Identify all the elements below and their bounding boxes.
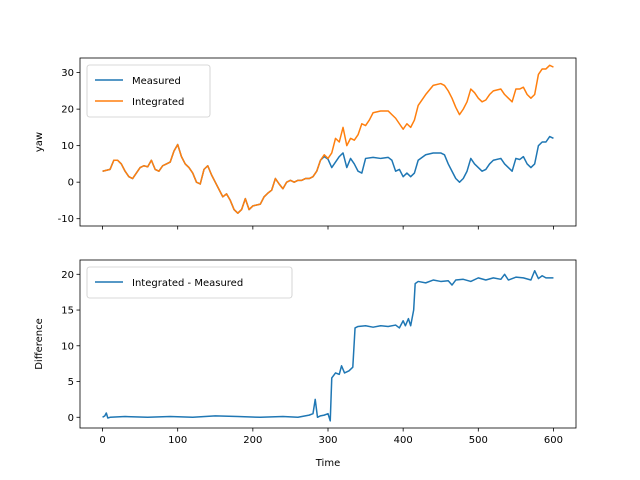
series-line-difference (102, 269, 554, 422)
y-tick-label: 0 (68, 413, 74, 424)
y-tick-label: 10 (61, 341, 74, 352)
y-tick-label: 5 (68, 377, 74, 388)
legend: Integrated - Measured (86, 266, 293, 299)
legend-label: Integrated - Measured (132, 278, 243, 289)
bottom-difference-panel: 0 100 200 300 400 500 600 0 5 10 15 20 Difference Tim… (34, 259, 577, 469)
legend-label: Measured (132, 76, 181, 87)
x-tick-label: 100 (168, 435, 187, 446)
top-yaw-panel: -10 0 10 20 30 yaw Measured Integrated (34, 57, 577, 230)
y-axis-label: yaw (34, 132, 45, 152)
y-axis-label: Difference (34, 318, 45, 370)
x-tick-label: 0 (99, 435, 105, 446)
x-tick-label: 300 (318, 435, 337, 446)
y-tick-label: 20 (61, 270, 74, 281)
y-tick-label: 15 (61, 306, 74, 317)
x-tick-label: 600 (544, 435, 563, 446)
y-tick-label: 20 (61, 105, 74, 116)
x-tick-label: 500 (469, 435, 488, 446)
y-tick-label: 10 (61, 141, 74, 152)
legend-label: Integrated (132, 97, 184, 108)
y-tick-label: 30 (61, 68, 74, 79)
x-axis-label: Time (315, 458, 340, 469)
series-line-integrated (102, 64, 554, 214)
x-tick-label: 200 (243, 435, 262, 446)
y-tick-label: -10 (58, 214, 74, 225)
y-tick-label: 0 (68, 178, 74, 189)
series-line-measured (102, 135, 554, 214)
x-tick-label: 400 (394, 435, 413, 446)
legend: Measured Integrated (86, 64, 211, 118)
